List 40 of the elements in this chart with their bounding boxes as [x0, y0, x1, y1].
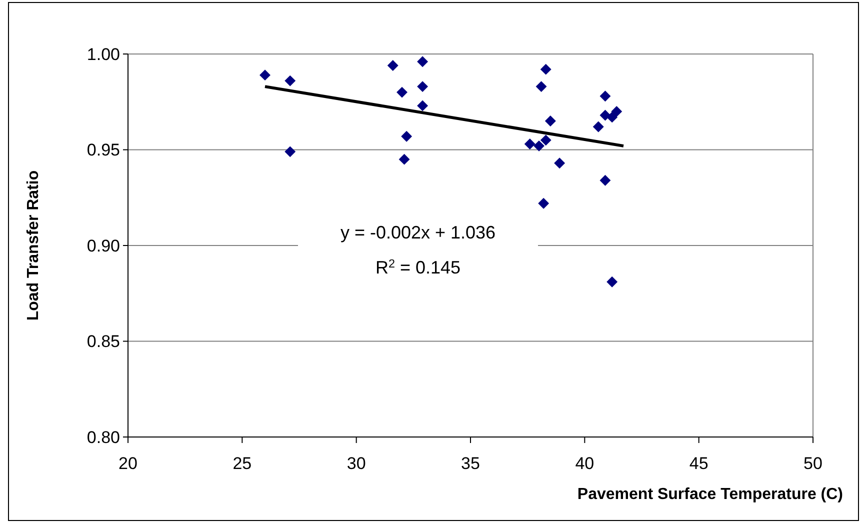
y-tick-label: 1.00: [86, 44, 120, 64]
point: [417, 81, 428, 92]
point: [417, 100, 428, 112]
point: [401, 130, 412, 142]
point: [600, 90, 611, 102]
point: [606, 276, 618, 288]
point: [540, 64, 552, 75]
y-tick-label: 0.95: [86, 140, 120, 160]
x-tick-label: 25: [232, 454, 252, 473]
y-axis-title: Load Transfer Ratio: [25, 170, 42, 321]
point: [538, 198, 550, 209]
y-tick-label: 0.80: [86, 428, 120, 447]
point: [524, 138, 536, 150]
y-tick-label: 0.85: [86, 332, 120, 352]
x-tick-label: 40: [575, 454, 594, 473]
point: [540, 134, 552, 146]
point: [398, 154, 410, 165]
point: [417, 56, 428, 68]
x-tick-label: 20: [118, 454, 138, 473]
point: [611, 106, 622, 117]
x-tick-label: 45: [689, 454, 708, 473]
point: [534, 140, 544, 152]
annotation: R$^{2}$ = 0.145: [375, 256, 461, 278]
x-tick-label: 50: [804, 454, 822, 473]
point: [592, 121, 604, 132]
point: [260, 70, 270, 81]
point: [600, 174, 611, 186]
x-tick-label: 30: [346, 454, 366, 473]
point: [284, 146, 296, 158]
point: [396, 86, 408, 98]
point: [284, 75, 296, 86]
y-tick-label: 0.90: [86, 236, 120, 256]
point: [536, 81, 547, 92]
point: [387, 60, 398, 71]
x-axis-title: Pavement Surface Temperature (C): [577, 486, 843, 503]
annotation: y = -0.002x + 1.036: [340, 222, 496, 242]
point: [554, 158, 566, 169]
point: [544, 116, 556, 126]
point: [606, 112, 618, 123]
x-tick-label: 35: [461, 454, 480, 473]
